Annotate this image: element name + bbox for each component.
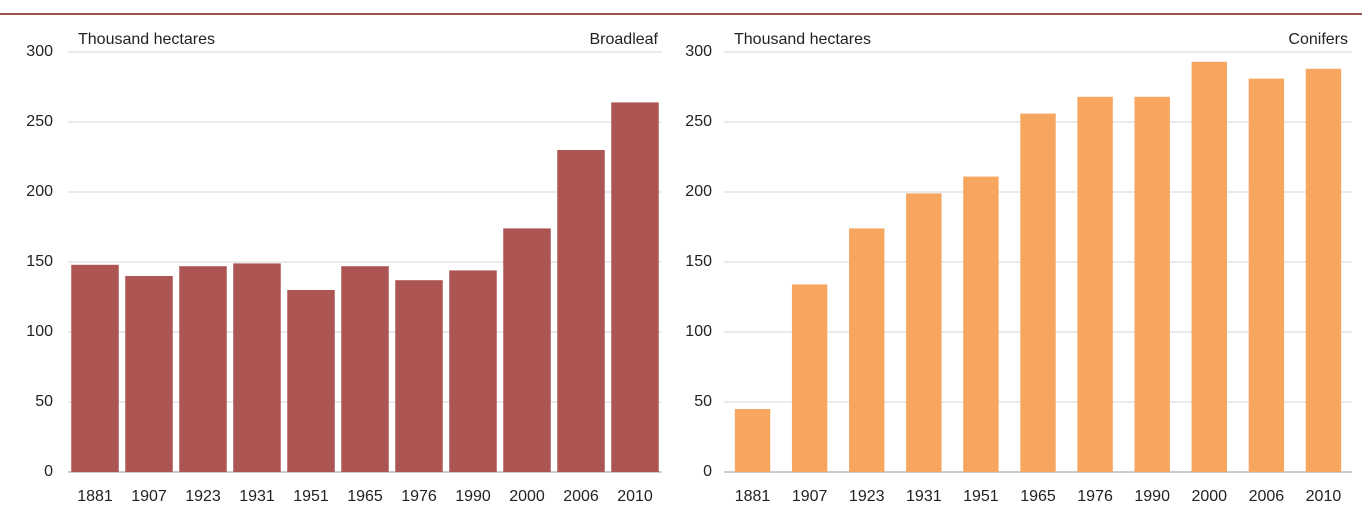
x-tick-label: 1976	[401, 488, 437, 505]
y-tick-label: 200	[26, 183, 53, 200]
x-tick-label: 1931	[906, 488, 942, 505]
bar	[179, 266, 227, 472]
bar	[906, 193, 942, 472]
series-name: Conifers	[1288, 31, 1348, 48]
bar	[287, 290, 335, 472]
x-tick-label: 2006	[563, 488, 599, 505]
x-tick-label: 1976	[1077, 488, 1113, 505]
x-tick-label: 1881	[735, 488, 771, 505]
bar	[849, 228, 885, 472]
y-tick-label: 300	[685, 43, 712, 60]
x-tick-label: 1907	[131, 488, 167, 505]
y-tick-label: 0	[703, 463, 712, 480]
x-tick-label: 1923	[849, 488, 885, 505]
y-tick-label: 100	[685, 323, 712, 340]
y-tick-label: 300	[26, 43, 53, 60]
bar	[791, 284, 828, 472]
y-tick-label: 250	[685, 113, 712, 130]
bar	[1191, 61, 1227, 473]
bar	[1248, 78, 1285, 472]
x-tick-label: 1951	[963, 488, 999, 505]
bar	[341, 266, 389, 472]
bar	[611, 102, 659, 473]
bar	[233, 263, 281, 472]
bar	[503, 228, 551, 472]
x-tick-label: 1931	[239, 488, 275, 505]
x-tick-label: 1951	[293, 488, 329, 505]
y-tick-label: 50	[35, 393, 53, 410]
bar	[734, 409, 771, 472]
x-tick-label: 1965	[1020, 488, 1056, 505]
bar	[1020, 113, 1056, 472]
x-tick-label: 1907	[792, 488, 828, 505]
series-name: Broadleaf	[590, 31, 659, 48]
bar	[557, 150, 605, 472]
bar	[449, 270, 497, 472]
x-tick-label: 1990	[455, 488, 491, 505]
bar	[395, 280, 443, 472]
x-tick-label: 2006	[1249, 488, 1285, 505]
bar	[1077, 96, 1113, 473]
y-tick-label: 0	[44, 463, 53, 480]
x-tick-label: 1965	[347, 488, 383, 505]
y-axis-label: Thousand hectares	[78, 31, 215, 48]
x-tick-label: 1923	[185, 488, 221, 505]
y-tick-label: 50	[694, 393, 712, 410]
y-axis-label: Thousand hectares	[734, 31, 871, 48]
bar	[1305, 68, 1342, 473]
x-tick-label: 2010	[1306, 488, 1342, 505]
y-tick-label: 100	[26, 323, 53, 340]
y-tick-label: 150	[26, 253, 53, 270]
x-tick-label: 1990	[1134, 488, 1170, 505]
x-tick-label: 2000	[1191, 488, 1227, 505]
x-tick-label: 2000	[509, 488, 545, 505]
x-tick-label: 1881	[77, 488, 113, 505]
bar	[1134, 96, 1170, 473]
bar	[125, 276, 173, 472]
bar	[71, 264, 119, 472]
x-tick-label: 2010	[617, 488, 653, 505]
y-tick-label: 200	[685, 183, 712, 200]
y-tick-label: 150	[685, 253, 712, 270]
y-tick-label: 250	[26, 113, 53, 130]
bar	[963, 176, 999, 472]
